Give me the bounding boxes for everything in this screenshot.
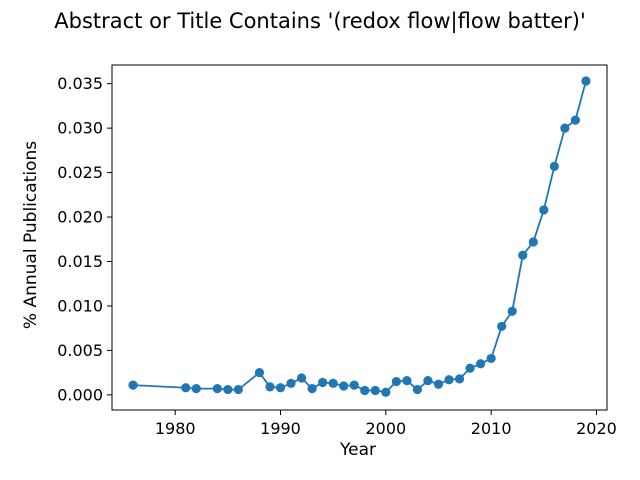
y-tick-label: 0.035 <box>57 74 103 93</box>
data-point <box>497 321 507 332</box>
data-point <box>265 382 275 392</box>
data-point <box>539 205 549 215</box>
data-point <box>528 237 538 247</box>
x-tick-label: 1980 <box>155 419 196 438</box>
plot-area <box>111 64 608 411</box>
data-point <box>128 380 138 390</box>
x-axis: 1980 1990 2000 2010 2020 <box>155 410 617 438</box>
y-tick-label: 0.015 <box>57 252 103 271</box>
data-point <box>570 115 581 125</box>
data-point <box>581 76 591 86</box>
data-point <box>370 385 380 396</box>
data-point <box>423 376 433 386</box>
data-point <box>191 384 201 394</box>
data-point <box>339 381 349 391</box>
chart-title: Abstract or Title Contains '(redox flow|… <box>54 9 585 34</box>
data-point <box>486 353 496 364</box>
data-point <box>296 373 307 383</box>
data-point <box>233 384 243 395</box>
x-tick-label: 1990 <box>260 419 301 438</box>
data-point <box>560 123 570 133</box>
y-tick-label: 0.000 <box>57 385 103 404</box>
data-point <box>275 383 286 393</box>
plot-frame <box>111 64 608 411</box>
data-point <box>476 359 486 369</box>
data-point <box>381 387 391 397</box>
data-point <box>549 161 559 171</box>
y-tick-label: 0.020 <box>57 208 103 227</box>
data-point <box>391 376 401 387</box>
y-tick-label: 0.005 <box>57 341 103 360</box>
series-line <box>133 80 587 394</box>
data-point <box>212 384 222 394</box>
data-point <box>433 379 444 389</box>
data-point <box>465 363 475 373</box>
y-tick-label: 0.025 <box>57 163 103 182</box>
data-point <box>518 250 528 260</box>
y-axis: 0.000 0.005 0.010 0.015 0.020 0.025 0.030 0.035 <box>57 74 112 404</box>
x-tick-label: 2020 <box>576 419 617 438</box>
data-point <box>507 306 517 316</box>
data-point <box>402 376 412 386</box>
y-axis-label: % Annual Publications <box>21 141 41 329</box>
data-point <box>307 384 317 394</box>
data-point <box>444 375 454 385</box>
data-point <box>181 383 191 393</box>
x-tick-label: 2010 <box>471 419 512 438</box>
y-tick-label: 0.030 <box>57 119 103 138</box>
data-point <box>318 377 328 388</box>
data-point <box>254 368 265 378</box>
x-tick-label: 2000 <box>365 419 406 438</box>
x-axis-label: Year <box>339 440 376 460</box>
series-layer <box>128 76 591 397</box>
data-point <box>412 384 423 395</box>
data-point <box>349 380 359 390</box>
data-point <box>454 374 465 384</box>
data-point <box>286 378 296 388</box>
data-point <box>328 378 338 388</box>
data-point <box>223 384 233 395</box>
data-point <box>360 385 370 396</box>
y-tick-label: 0.010 <box>57 296 103 315</box>
